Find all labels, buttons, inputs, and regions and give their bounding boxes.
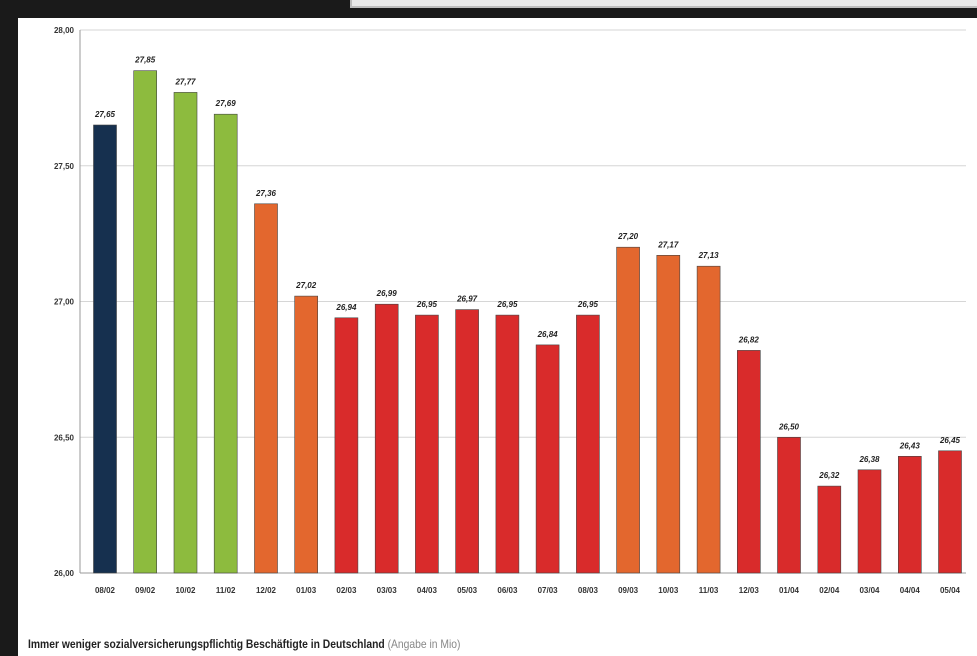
- x-tick-label: 08/02: [95, 586, 116, 595]
- value-label: 26,94: [335, 303, 357, 312]
- value-label: 26,84: [537, 330, 559, 339]
- value-label: 26,95: [577, 300, 599, 309]
- bar-11-03: [696, 265, 721, 574]
- x-tick-label: 01/03: [296, 586, 317, 595]
- x-tick-label: 09/03: [618, 586, 639, 595]
- y-tick-label: 26,50: [54, 433, 75, 442]
- bar-04-03: [415, 314, 439, 574]
- x-tick-label: 05/03: [457, 586, 478, 595]
- x-tick-label: 08/03: [578, 586, 599, 595]
- x-tick-label: 09/02: [135, 586, 156, 595]
- y-tick-label: 27,50: [54, 162, 75, 171]
- x-tick-label: 02/04: [819, 586, 840, 595]
- x-tick-label: 01/04: [779, 586, 800, 595]
- value-label: 26,38: [858, 455, 880, 464]
- value-label: 26,82: [738, 335, 760, 344]
- bar-02-03: [334, 317, 359, 574]
- value-label: 26,95: [496, 300, 518, 309]
- x-tick-label: 04/04: [900, 586, 921, 595]
- x-tick-label: 03/04: [859, 586, 880, 595]
- bar-07-03: [535, 344, 560, 574]
- x-tick-label: 04/03: [417, 586, 438, 595]
- y-axis-ticks: 26,00 26,50 27,00 27,50 28,00: [54, 26, 75, 578]
- bars: [93, 70, 962, 574]
- caption-text: Immer weniger sozialversicherungspflicht…: [28, 637, 385, 651]
- x-tick-label: 10/03: [658, 586, 679, 595]
- top-strip: [350, 0, 977, 8]
- value-label: 26,50: [778, 422, 800, 431]
- x-tick-label: 11/03: [699, 586, 719, 595]
- bar-09-02: [133, 70, 157, 574]
- x-tick-label: 07/03: [538, 586, 559, 595]
- x-axis-ticks: 08/02 09/02 10/02 11/02 12/02 01/03 02/03 03/03…: [95, 586, 961, 595]
- bar-06-03: [495, 314, 520, 574]
- caption-unit: (Angabe in Mio): [387, 637, 461, 651]
- chart-caption: Immer weniger sozialversicherungspflicht…: [28, 637, 460, 651]
- value-label: 27,20: [617, 232, 639, 241]
- bar-03-03: [374, 303, 399, 574]
- value-label: 27,17: [657, 240, 679, 249]
- bar-10-03: [656, 255, 681, 574]
- x-tick-label: 03/03: [377, 586, 398, 595]
- value-label: 27,36: [255, 189, 277, 198]
- value-label: 26,32: [818, 471, 840, 480]
- x-tick-label: 12/03: [739, 586, 760, 595]
- bar-12-02: [254, 203, 278, 574]
- bar-08-02: [93, 124, 117, 574]
- x-tick-label: 10/02: [175, 586, 196, 595]
- value-label: 27,65: [94, 110, 116, 119]
- bar-01-04: [777, 436, 801, 574]
- y-tick-label: 28,00: [54, 26, 75, 35]
- value-label: 27,85: [134, 56, 156, 65]
- y-tick-label: 26,00: [54, 569, 75, 578]
- value-label: 26,43: [899, 441, 921, 450]
- bar-01-03: [294, 295, 319, 574]
- value-label: 27,77: [174, 77, 196, 86]
- bar-05-04: [938, 450, 962, 574]
- bar-09-03: [616, 246, 640, 574]
- value-label: 26,97: [456, 295, 478, 304]
- value-label: 27,13: [698, 251, 720, 260]
- value-label: 27,02: [295, 281, 317, 290]
- bar-11-02: [213, 113, 238, 574]
- x-tick-label: 02/03: [336, 586, 357, 595]
- bar-03-04: [857, 469, 882, 574]
- x-tick-label: 05/04: [940, 586, 961, 595]
- bar-12-03: [736, 350, 761, 574]
- bar-02-04: [817, 485, 842, 574]
- bar-08-03: [576, 314, 600, 574]
- bar-10-02: [173, 92, 198, 574]
- value-label: 26,99: [376, 289, 398, 298]
- x-tick-label: 12/02: [256, 586, 277, 595]
- value-labels: 27,65 27,85 27,77 27,69 27,36 27,02 26,94 26,99…: [94, 56, 961, 480]
- value-label: 26,45: [939, 436, 961, 445]
- value-label: 27,69: [215, 99, 237, 108]
- x-tick-label: 11/02: [216, 586, 236, 595]
- x-tick-label: 06/03: [497, 586, 518, 595]
- value-label: 26,95: [416, 300, 438, 309]
- bar-04-04: [897, 455, 922, 574]
- y-tick-label: 27,00: [54, 298, 75, 307]
- bar-05-03: [455, 309, 479, 574]
